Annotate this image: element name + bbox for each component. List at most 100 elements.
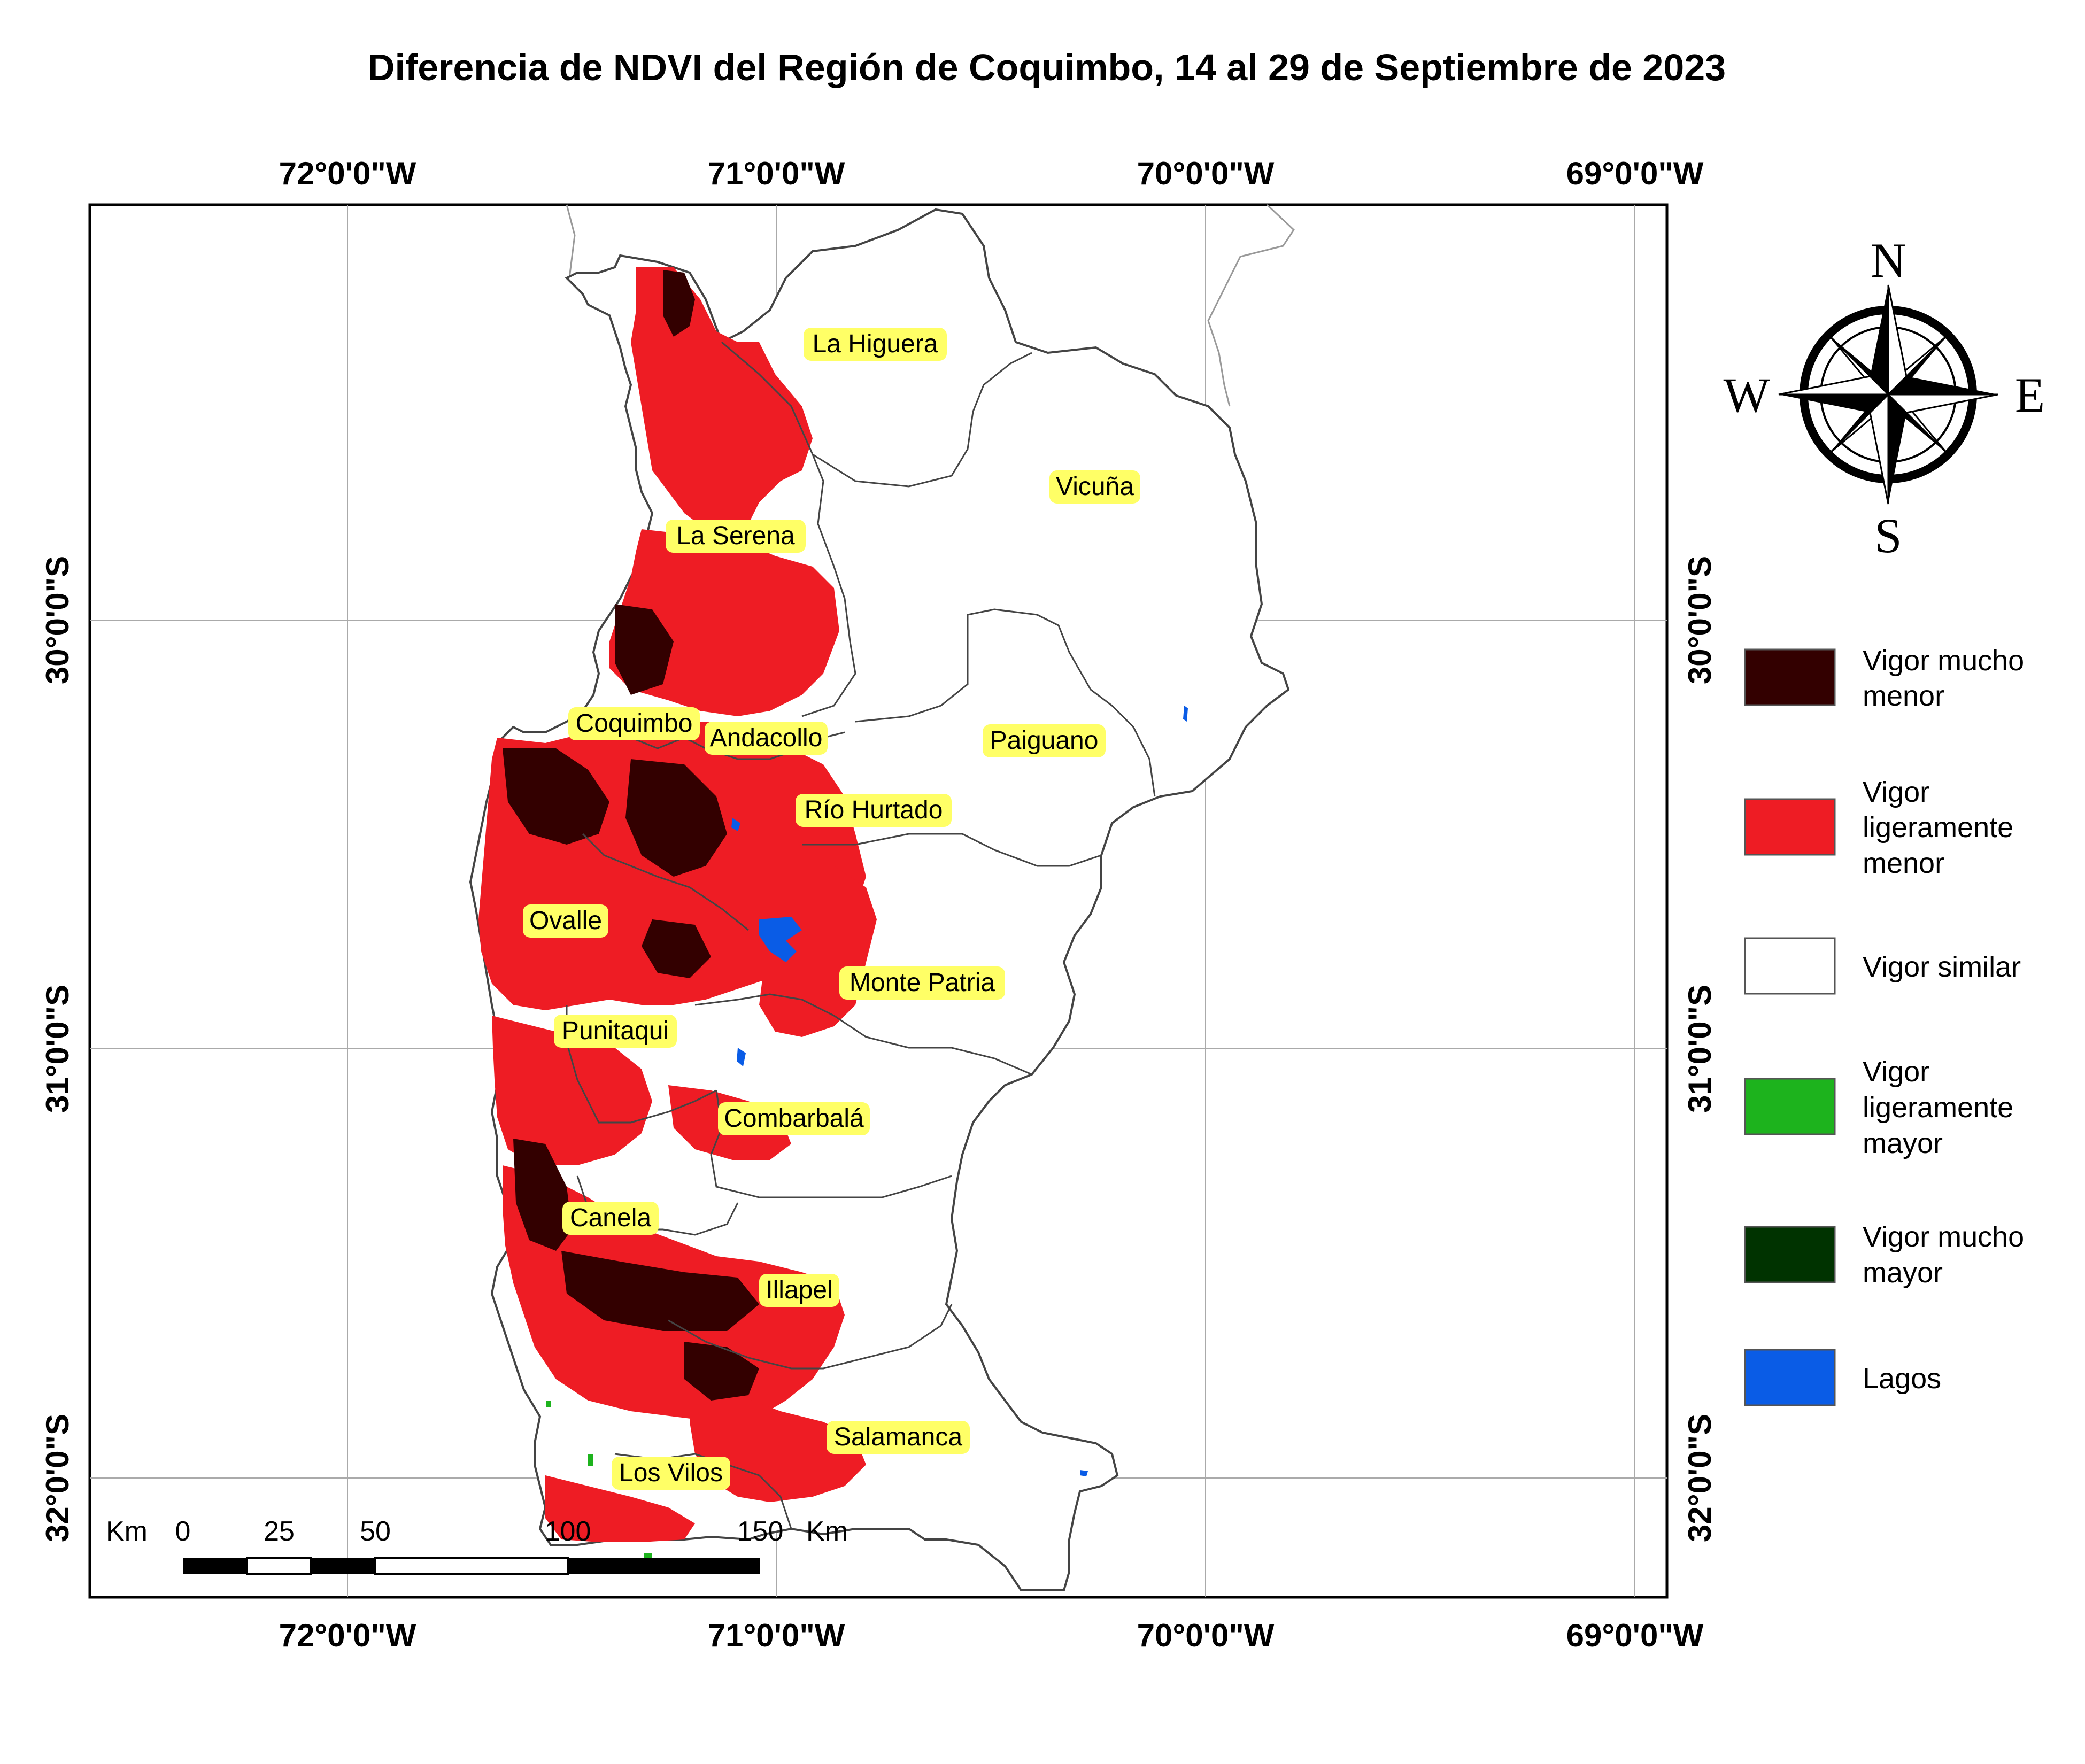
ndvi-green-speck-1 [588, 1454, 593, 1466]
lake-la-paloma [737, 1048, 746, 1066]
place-la-higuera: La Higuera [804, 328, 947, 361]
place-los-vilos-label: Los Vilos [619, 1459, 723, 1487]
ndvi-dark-patch-coquimbo [503, 748, 609, 845]
place-monte-patria-bg [839, 966, 1005, 1000]
legend-item-lakes: Lagos [1744, 1349, 1941, 1406]
place-rio-hurtado-label: Río Hurtado [805, 796, 943, 824]
place-illapel-bg [759, 1274, 839, 1307]
boundary-ovalle-montepatria [694, 993, 1032, 1076]
ndvi-patch-salamanca [690, 1390, 866, 1502]
ndvi-green-speck-3 [546, 1401, 551, 1407]
international-boundary [566, 204, 1295, 407]
place-la-serena-label: La Serena [676, 522, 795, 550]
lat-label-31s-right: 31°0'0"S [1682, 985, 1718, 1113]
place-la-higuera-label: La Higuera [813, 330, 938, 358]
legend-label-strong-increase-l2: mayor [1863, 1257, 1943, 1289]
legend-label-strong-decrease-l2: menor [1863, 680, 1944, 712]
legend-label-light-increase-l1: Vigor [1863, 1056, 1929, 1088]
legend-label-strong-increase-l1: Vigor mucho [1863, 1221, 2024, 1253]
scale-bar-tick-150: 150 [737, 1516, 784, 1547]
ndvi-dark-patch-ovalle [626, 759, 727, 877]
place-los-vilos-bg [612, 1457, 730, 1490]
lat-label-31s-left: 31°0'0"S [40, 985, 75, 1113]
scale-bar-segment-5 [568, 1558, 760, 1574]
place-canela-bg [562, 1202, 659, 1235]
place-canela: Canela [562, 1202, 659, 1235]
legend-label-light-decrease-l2: ligeramente [1863, 811, 2013, 844]
lat-label-32s-left: 32°0'0"S [40, 1414, 75, 1542]
lat-label-30s-right: 30°0'0"S [1682, 556, 1718, 684]
ndvi-patch-losvilos [545, 1475, 695, 1542]
place-vicuna: Vicuña [1049, 470, 1140, 504]
compass-north-label: N [1871, 233, 1906, 288]
place-coquimbo-label: Coquimbo [576, 709, 693, 738]
place-ovalle-bg [523, 904, 608, 938]
lon-label-70w-bottom: 70°0'0"W [1137, 1618, 1275, 1653]
ndvi-dark-patch-canela [513, 1139, 572, 1251]
ndvi-strong-decrease-areas [503, 270, 759, 1401]
lake-cogoti [731, 818, 740, 831]
legend-item-light-decrease: Vigor ligeramente menor [1744, 776, 2013, 879]
place-salamanca: Salamanca [827, 1421, 970, 1454]
lakes [731, 706, 1188, 1476]
place-ovalle: Ovalle [523, 904, 608, 938]
place-combarbala-bg [718, 1102, 870, 1135]
bottom-longitude-labels: 72°0'0"W 71°0'0"W 70°0'0"W 69°0'0"W [279, 1618, 1704, 1653]
scale-bar-segment-4 [374, 1557, 569, 1575]
place-andacollo-bg [705, 722, 828, 755]
ndvi-dark-patch-illapel [561, 1251, 759, 1331]
left-latitude-labels: 30°0'0"S 31°0'0"S 32°0'0"S [40, 556, 75, 1542]
scale-bar-segment-3 [311, 1558, 375, 1574]
place-paiguano: Paiguano [983, 724, 1106, 757]
place-la-higuera-bg [804, 328, 947, 361]
lon-label-69w-top: 69°0'0"W [1566, 156, 1704, 191]
place-canela-label: Canela [570, 1204, 651, 1232]
place-rio-hurtado: Río Hurtado [796, 794, 952, 827]
compass-east-label: E [2015, 368, 2045, 422]
lon-label-72w-top: 72°0'0"W [279, 156, 416, 191]
ndvi-dark-patch-north [663, 270, 695, 337]
map-title: Diferencia de NDVI del Región de Coquimb… [368, 47, 1726, 88]
place-labels: La Higuera Vicuña La Serena Coquimbo And… [523, 328, 1140, 1490]
legend-label-light-increase-l2: ligeramente [1863, 1092, 2013, 1124]
place-punitaqui: Punitaqui [554, 1015, 677, 1048]
scale-bar-segment-1 [183, 1558, 247, 1574]
place-ovalle-label: Ovalle [529, 907, 602, 935]
boundary-paiguano [855, 608, 1156, 797]
legend-swatch-similar [1744, 937, 1836, 995]
legend-label-lakes: Lagos [1863, 1363, 1941, 1395]
place-combarbala-label: Combarbalá [724, 1104, 864, 1133]
place-vicuna-bg [1049, 470, 1140, 504]
scale-bar-unit-right: Km [806, 1516, 848, 1547]
scale-bar: Km 0 25 50 100 150 Km [106, 1516, 848, 1575]
ndvi-patch-laserena [609, 529, 839, 716]
boundary-river-valley [582, 833, 749, 931]
lake-recoleta [759, 917, 802, 962]
lon-label-72w-bottom: 72°0'0"W [279, 1618, 416, 1653]
place-illapel: Illapel [759, 1274, 839, 1307]
boundary-laserena-vicuna [801, 454, 856, 717]
scale-bar-tick-25: 25 [264, 1516, 295, 1547]
ndvi-dark-patch-laserena [615, 604, 674, 695]
scale-bar-tick-0: 0 [175, 1516, 191, 1547]
place-los-vilos: Los Vilos [612, 1457, 730, 1490]
place-andacollo-label: Andacollo [710, 724, 823, 752]
legend-item-strong-decrease: Vigor mucho menor [1744, 645, 2024, 712]
place-la-serena-bg [666, 520, 806, 553]
legend-swatch-light-decrease [1744, 798, 1836, 856]
lon-label-70w-top: 70°0'0"W [1137, 156, 1275, 191]
top-longitude-labels: 72°0'0"W 71°0'0"W 70°0'0"W 69°0'0"W [279, 156, 1704, 191]
ndvi-dark-patch-south [684, 1342, 759, 1401]
ndvi-patch-punitaqui [492, 1016, 652, 1165]
legend: Vigor mucho menor Vigor ligeramente meno… [1744, 645, 2024, 1406]
lon-label-71w-top: 71°0'0"W [708, 156, 845, 191]
boundary-punitaqui [566, 1005, 717, 1124]
lat-label-32s-right: 32°0'0"S [1682, 1414, 1718, 1542]
place-la-serena: La Serena [666, 520, 806, 553]
legend-label-similar: Vigor similar [1863, 951, 2021, 983]
place-vicuna-label: Vicuña [1056, 473, 1134, 501]
place-monte-patria-label: Monte Patria [850, 969, 995, 997]
place-salamanca-label: Salamanca [834, 1423, 962, 1451]
ndvi-dark-patch-river [642, 919, 711, 978]
lake-southeast [1080, 1470, 1088, 1476]
